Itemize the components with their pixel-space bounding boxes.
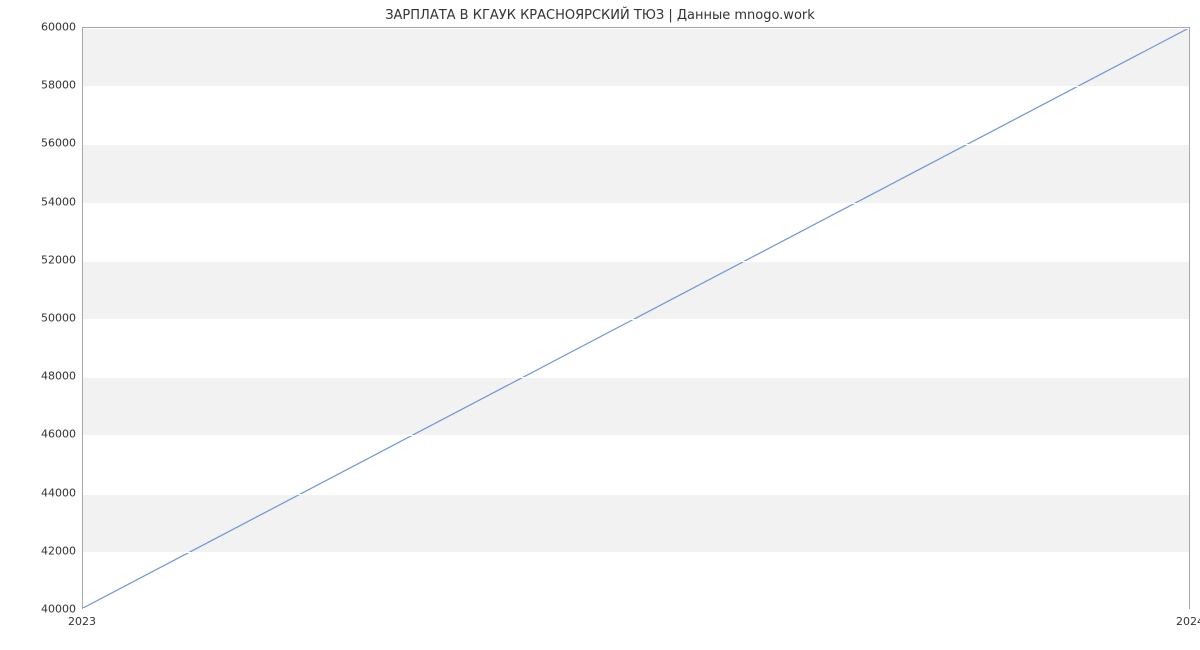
chart-stripe xyxy=(83,319,1189,377)
chart-stripe xyxy=(83,28,1189,86)
y-axis-tick-label: 40000 xyxy=(34,603,76,616)
chart-stripe xyxy=(83,435,1189,493)
y-axis-tick-label: 44000 xyxy=(34,486,76,499)
chart-gridline xyxy=(83,610,1189,611)
chart-gridline xyxy=(83,435,1189,436)
y-axis-tick-label: 58000 xyxy=(34,79,76,92)
y-axis-tick-label: 48000 xyxy=(34,370,76,383)
y-axis-tick-label: 52000 xyxy=(34,253,76,266)
y-axis-tick-label: 54000 xyxy=(34,195,76,208)
chart-stripe xyxy=(83,261,1189,319)
chart-title: ЗАРПЛАТА В КГАУК КРАСНОЯРСКИЙ ТЮЗ | Данн… xyxy=(0,8,1200,23)
chart-gridline xyxy=(83,319,1189,320)
chart-gridline xyxy=(83,28,1189,29)
chart-stripe xyxy=(83,203,1189,261)
chart-gridline xyxy=(83,203,1189,204)
chart-plot-area xyxy=(82,27,1190,609)
chart-stripe xyxy=(83,86,1189,144)
chart-gridline xyxy=(83,552,1189,553)
chart-gridline xyxy=(83,494,1189,495)
chart-stripe xyxy=(83,377,1189,435)
x-axis-tick-label: 2023 xyxy=(68,615,96,628)
chart-gridline xyxy=(83,261,1189,262)
chart-stripe xyxy=(83,144,1189,202)
y-axis-tick-label: 60000 xyxy=(34,21,76,34)
chart-gridline xyxy=(83,86,1189,87)
y-axis-tick-label: 50000 xyxy=(34,312,76,325)
y-axis-tick-label: 42000 xyxy=(34,544,76,557)
chart-gridline xyxy=(83,144,1189,145)
chart-stripe xyxy=(83,494,1189,552)
chart-stripe xyxy=(83,552,1189,610)
chart-gridline xyxy=(83,377,1189,378)
x-axis-tick-label: 2024 xyxy=(1176,615,1200,628)
y-axis-tick-label: 56000 xyxy=(34,137,76,150)
y-axis-tick-label: 46000 xyxy=(34,428,76,441)
